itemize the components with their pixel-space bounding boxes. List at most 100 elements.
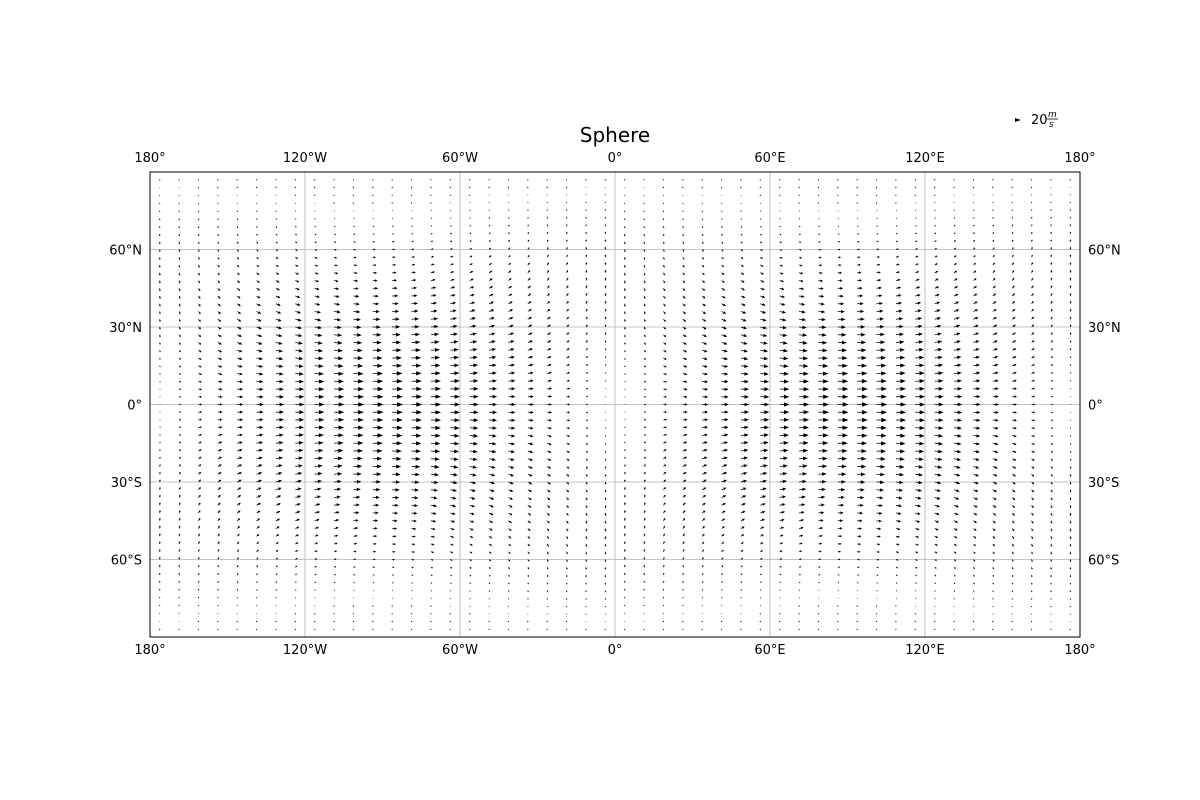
vector-arrow	[837, 225, 840, 228]
vector-arrow	[973, 528, 977, 531]
vector-arrow	[353, 456, 363, 461]
vector-arrow	[334, 318, 342, 322]
vector-arrow	[662, 195, 665, 197]
vector-arrow	[1069, 497, 1072, 501]
vector-arrow	[372, 363, 383, 368]
vector-arrow	[857, 302, 864, 306]
vector-arrow	[682, 479, 687, 483]
vector-arrow	[643, 533, 646, 537]
vector-arrow	[469, 386, 479, 391]
vector-arrow	[469, 332, 477, 336]
vector-arrow	[450, 418, 460, 423]
vector-arrow	[275, 249, 278, 252]
vector-arrow	[508, 582, 510, 585]
vector-arrow	[314, 249, 318, 251]
vector-arrow	[934, 410, 944, 415]
vector-arrow	[857, 527, 862, 530]
vector-arrow	[857, 348, 867, 353]
vector-arrow	[915, 278, 920, 282]
vector-arrow	[469, 520, 475, 523]
vector-arrow	[662, 565, 665, 568]
vector-arrow	[566, 387, 570, 390]
vector-arrow	[527, 194, 529, 196]
y-tick-label-left: 60°S	[111, 554, 142, 569]
vector-arrow	[469, 574, 472, 577]
vector-arrow	[779, 565, 782, 568]
vector-arrow	[159, 419, 161, 421]
vector-arrow	[237, 425, 243, 429]
vector-arrow	[217, 494, 221, 498]
vector-arrow	[876, 589, 878, 592]
vector-arrow	[295, 510, 301, 514]
vector-arrow	[469, 457, 478, 461]
vector-arrow	[740, 264, 744, 267]
vector-arrow	[895, 504, 903, 508]
vector-arrow	[779, 581, 781, 584]
vector-arrow	[818, 487, 826, 492]
vector-arrow	[217, 533, 220, 537]
vector-arrow	[198, 264, 200, 268]
vector-arrow	[392, 210, 393, 212]
vector-arrow	[178, 487, 181, 490]
vector-arrow	[663, 433, 667, 436]
vector-arrow	[334, 433, 344, 438]
vector-arrow	[895, 402, 907, 407]
vector-arrow	[663, 257, 665, 260]
vector-arrow	[158, 517, 161, 521]
vector-arrow	[759, 179, 761, 181]
vector-arrow	[857, 464, 867, 469]
vector-arrow	[275, 372, 284, 376]
vector-arrow	[585, 551, 588, 555]
vector-arrow	[430, 543, 435, 546]
vector-arrow	[236, 581, 239, 583]
vector-arrow	[508, 426, 516, 430]
vector-arrow	[411, 402, 423, 407]
vector-arrow	[623, 218, 626, 221]
vector-arrow	[275, 218, 277, 220]
vector-arrow	[953, 286, 959, 289]
vector-arrow	[662, 588, 665, 591]
vector-arrow	[411, 605, 413, 607]
vector-arrow	[623, 210, 626, 213]
vector-arrow	[1031, 340, 1035, 343]
vector-arrow	[818, 495, 826, 499]
vector-arrow	[760, 226, 762, 228]
vector-arrow	[392, 511, 399, 515]
vector-arrow	[469, 418, 479, 423]
y-tick-labels-right: 60°N30°N0°30°S60°S	[1088, 244, 1121, 569]
vector-arrow	[1031, 293, 1034, 297]
vector-arrow	[604, 505, 607, 509]
vector-arrow	[779, 534, 784, 537]
vector-arrow	[682, 303, 686, 307]
vector-arrow	[992, 590, 994, 592]
vector-arrow	[604, 316, 607, 320]
vector-arrow	[992, 293, 997, 297]
vector-arrow	[237, 311, 242, 314]
vector-arrow	[178, 418, 182, 421]
vector-arrow	[469, 566, 472, 569]
vector-arrow	[217, 380, 223, 383]
vector-arrow	[1011, 528, 1015, 532]
vector-arrow	[527, 332, 533, 336]
vector-arrow	[159, 403, 161, 406]
vector-arrow	[779, 550, 783, 553]
vector-arrow	[682, 395, 688, 399]
vector-arrow	[546, 543, 549, 547]
vector-arrow	[256, 233, 258, 236]
vector-arrow	[876, 472, 885, 477]
vector-arrow	[1012, 379, 1017, 383]
vector-arrow	[546, 293, 550, 297]
vector-arrow	[643, 456, 646, 459]
vector-arrow	[430, 605, 432, 607]
vector-arrow	[314, 526, 319, 530]
vector-arrow	[372, 472, 382, 477]
vector-arrow	[411, 286, 417, 290]
vector-arrow	[217, 518, 221, 521]
vector-arrow	[565, 598, 568, 600]
vector-arrow	[895, 386, 907, 391]
vector-arrow	[721, 257, 724, 260]
vector-arrow	[682, 557, 685, 560]
vector-arrow	[623, 249, 626, 253]
vector-arrow	[566, 308, 569, 312]
vector-arrow	[837, 425, 849, 430]
